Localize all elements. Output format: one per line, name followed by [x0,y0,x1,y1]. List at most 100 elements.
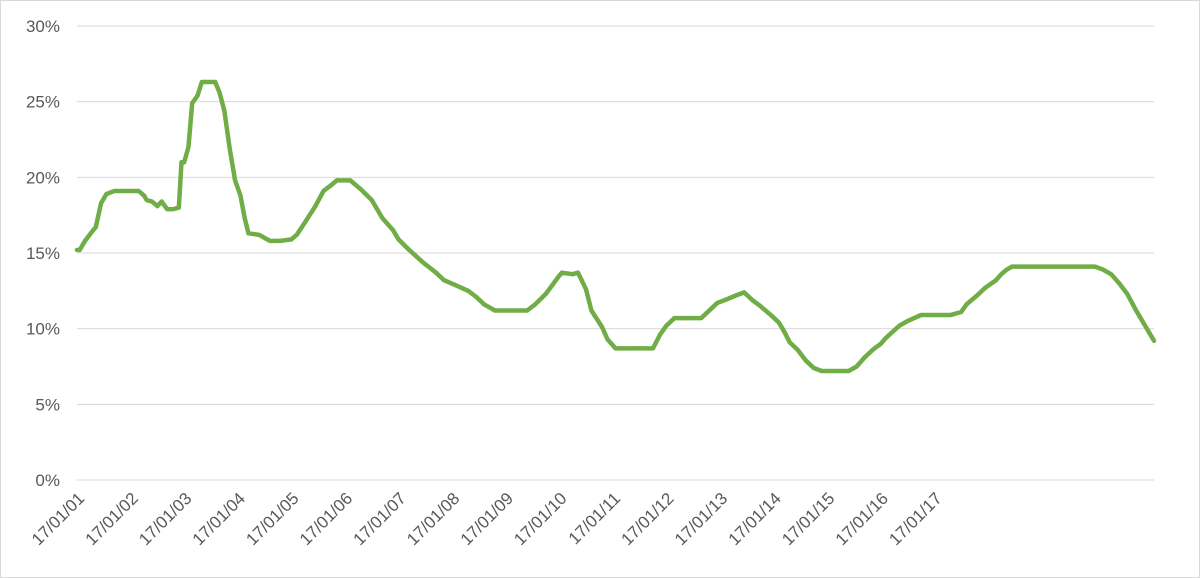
data-point [77,247,82,252]
data-point [605,337,610,342]
data-point [199,79,204,84]
data-point [213,79,218,84]
data-point [182,160,187,165]
data-point [466,288,471,293]
data-point [434,270,438,275]
data-point [964,302,969,307]
data-point [302,220,307,225]
data-point [99,201,104,206]
y-tick-label: 20% [26,168,60,187]
data-point [442,278,447,283]
data-point [369,198,374,203]
data-point [559,270,564,275]
data-point [734,293,739,298]
data-point [758,303,763,308]
x-tick-label: 17/01/17 [885,489,945,549]
data-point [533,302,538,307]
data-point [664,323,669,328]
data-point [195,93,200,98]
data-point [657,332,662,337]
data-point [637,346,642,351]
data-point [1109,272,1114,277]
data-point [918,313,923,318]
data-point [348,178,353,183]
y-axis-tick-labels: 0% 5% 10% 15% 20% 25% 30% [26,17,60,490]
data-point [1004,267,1009,272]
data-point [334,178,339,183]
data-point [176,205,181,210]
data-point [651,346,656,351]
y-tick-label: 0% [35,471,60,490]
data-point [313,204,318,209]
data-point [975,293,980,298]
data-point [1125,291,1130,296]
series-layer [74,79,1157,374]
data-point [854,364,859,369]
data-point [267,238,272,243]
data-point [262,235,267,240]
data-point [155,204,160,209]
data-point [715,300,720,305]
data-point [782,329,787,334]
data-point [983,285,988,290]
data-point [233,178,238,183]
data-point [999,272,1004,277]
data-point [358,187,363,192]
data-point [884,335,889,340]
x-tick-label: 17/01/08 [403,489,463,549]
data-point [543,291,548,296]
data-point [768,313,773,318]
data-point [171,207,176,212]
data-point [294,232,299,237]
data-point [795,347,800,352]
gridlines [77,25,1154,481]
data-point [391,228,396,233]
data-point [862,355,867,360]
data-point [937,313,942,318]
data-point [190,101,195,106]
data-point [246,231,251,236]
data-point [948,313,953,318]
x-axis-tick-labels: 17/01/0117/01/0217/01/0317/01/0417/01/05… [28,489,946,549]
data-point [870,347,875,352]
data-point [750,297,755,302]
data-point [329,182,334,187]
data-point [452,282,457,287]
data-point [827,369,832,374]
x-tick-label: 17/01/14 [725,489,785,549]
data-point [396,237,401,242]
data-point [557,273,562,278]
data-point [1152,338,1156,343]
data-point [819,369,824,374]
y-tick-label: 5% [35,395,60,414]
data-point [621,346,626,351]
data-point [878,341,883,346]
data-point [474,294,479,299]
data-point [150,199,155,204]
data-point [128,188,133,193]
data-point [141,193,146,198]
data-point [93,225,98,230]
data-point [680,316,685,321]
data-point [838,369,843,374]
data-point [83,238,88,243]
x-tick-label: 17/01/16 [832,489,892,549]
data-point [289,237,294,242]
data-point [217,90,222,95]
data-point [186,145,191,150]
data-point [112,188,117,193]
x-tick-label: 17/01/07 [350,489,410,549]
data-point [645,346,650,351]
data-point [803,358,808,363]
y-tick-label: 10% [26,320,60,339]
data-point [787,340,792,345]
data-point [905,319,910,324]
x-tick-label: 17/01/05 [242,489,302,549]
x-tick-label: 17/01/11 [565,489,624,548]
data-point [1026,264,1031,269]
data-point [1146,329,1151,334]
data-point [1010,264,1015,269]
data-point [570,272,575,277]
